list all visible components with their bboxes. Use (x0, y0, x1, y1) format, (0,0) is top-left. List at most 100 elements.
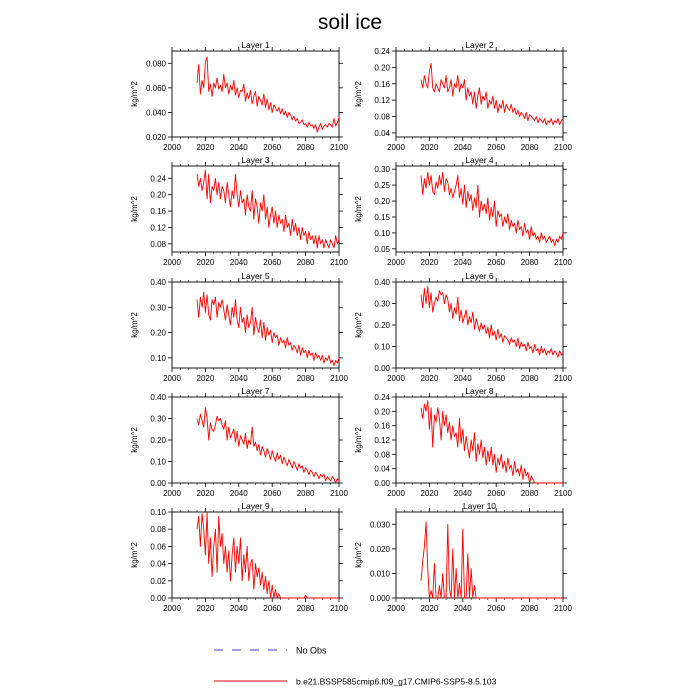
series-line (196, 56, 340, 133)
panel-layer-5: Layer 5 kg/m^2 2000 2020 2040 2060 2080 2100 0.1… (130, 271, 348, 383)
y-axis-label: kg/m^2 (354, 427, 363, 453)
y-tick-label: 0.00 (374, 364, 390, 373)
x-tick-label: 2080 (297, 604, 315, 613)
plot-frame (171, 50, 340, 138)
plot-frame (395, 396, 564, 484)
x-tick-label: 2040 (454, 143, 472, 152)
x-tick-label: 2000 (387, 489, 405, 498)
x-tick-label: 2080 (297, 489, 315, 498)
y-tick-label: 0.30 (374, 300, 390, 309)
y-tick-label: 0.000 (370, 594, 391, 603)
y-axis-label: kg/m^2 (130, 542, 139, 568)
legend: No Obs b.e21.BSSP585cmip6.f09_g17.CMIP6-… (214, 646, 497, 687)
x-tick-label: 2040 (230, 258, 248, 267)
x-tick-label: 2020 (421, 489, 439, 498)
y-axis-label: kg/m^2 (354, 196, 363, 222)
y-tick-label: 0.04 (374, 129, 390, 138)
x-tick-label: 2040 (230, 374, 248, 383)
y-tick-label: 0.16 (374, 80, 390, 89)
panel-title: Layer 7 (241, 386, 270, 396)
y-tick-label: 0.25 (374, 181, 390, 190)
x-tick-label: 2100 (554, 604, 572, 613)
x-tick-label: 2000 (163, 604, 181, 613)
panel-layer-7: Layer 7 kg/m^2 2000 2020 2040 2060 2080 2100 0.0… (130, 386, 348, 498)
y-tick-label: 0.20 (374, 321, 390, 330)
x-tick-label: 2020 (197, 258, 215, 267)
x-tick-label: 2100 (554, 489, 572, 498)
y-axis-label: kg/m^2 (354, 81, 363, 107)
y-tick-label: 0.20 (150, 191, 166, 200)
panel-title: Layer 9 (241, 501, 270, 511)
series-line (420, 171, 564, 247)
panel-title: Layer 1 (241, 40, 270, 50)
y-tick-label: 0.40 (374, 278, 390, 287)
y-axis-label: kg/m^2 (130, 312, 139, 338)
x-tick-label: 2060 (487, 258, 505, 267)
x-tick-label: 2060 (263, 489, 281, 498)
x-tick-label: 2040 (454, 374, 472, 383)
y-tick-label: 0.10 (150, 354, 166, 363)
y-tick-label: 0.40 (150, 278, 166, 287)
y-tick-label: 0.020 (370, 545, 391, 554)
x-tick-label: 2080 (297, 374, 315, 383)
y-tick-label: 0.20 (374, 197, 390, 206)
x-tick-label: 2080 (521, 489, 539, 498)
series-line (196, 512, 339, 599)
x-tick-label: 2040 (454, 258, 472, 267)
y-axis-label: kg/m^2 (130, 196, 139, 222)
series-line (420, 285, 564, 358)
panel-layer-8: Layer 8 kg/m^2 2000 2020 2040 2060 2080 2100 0.0… (354, 386, 572, 498)
x-tick-label: 2000 (387, 258, 405, 267)
x-tick-label: 2100 (330, 604, 348, 613)
y-tick-label: 0.10 (374, 229, 390, 238)
x-tick-label: 2060 (263, 143, 281, 152)
x-tick-label: 2020 (197, 143, 215, 152)
panel-title: Layer 4 (465, 155, 494, 165)
x-tick-label: 2040 (230, 143, 248, 152)
panel-layer-3: Layer 3 kg/m^2 2000 2020 2040 2060 2080 2100 0.0… (130, 155, 348, 267)
y-tick-label: 0.24 (150, 174, 166, 183)
x-tick-label: 2060 (263, 604, 281, 613)
panel-layer-6: Layer 6 kg/m^2 2000 2020 2040 2060 2080 2100 0.0… (354, 271, 572, 383)
panel-layer-9: Layer 9 kg/m^2 2000 2020 2040 2060 2080 2100 0.0… (130, 501, 348, 613)
x-tick-label: 2100 (330, 143, 348, 152)
y-tick-label: 0.06 (150, 542, 166, 551)
y-tick-label: 0.10 (150, 508, 166, 517)
x-tick-label: 2040 (230, 604, 248, 613)
y-tick-label: 0.20 (374, 407, 390, 416)
figure-title: soil ice (318, 11, 382, 34)
panel-grid: Layer 1 kg/m^2 2000 2020 2040 2060 2080 2100 0.0… (130, 40, 572, 613)
y-tick-label: 0.12 (374, 436, 390, 445)
x-tick-label: 2020 (197, 604, 215, 613)
y-tick-label: 0.30 (150, 303, 166, 312)
series-line (420, 400, 563, 484)
y-tick-label: 0.16 (374, 422, 390, 431)
panel-title: Layer 6 (465, 271, 494, 281)
panel-layer-1: Layer 1 kg/m^2 2000 2020 2040 2060 2080 2100 0.0… (130, 40, 348, 152)
x-tick-label: 2000 (387, 143, 405, 152)
x-tick-label: 2100 (554, 143, 572, 152)
x-tick-label: 2060 (263, 258, 281, 267)
x-tick-label: 2000 (163, 258, 181, 267)
y-tick-label: 0.30 (374, 165, 390, 174)
y-axis-label: kg/m^2 (130, 81, 139, 107)
plot-frame (395, 165, 564, 253)
plot-frame (395, 281, 564, 369)
y-tick-label: 0.15 (374, 213, 390, 222)
y-tick-label: 0.080 (146, 59, 167, 68)
x-tick-label: 2080 (521, 143, 539, 152)
y-tick-label: 0.30 (150, 415, 166, 424)
x-tick-label: 2080 (521, 374, 539, 383)
panel-title: Layer 8 (465, 386, 494, 396)
x-tick-label: 2000 (163, 143, 181, 152)
series-line (196, 291, 340, 366)
x-tick-label: 2100 (554, 258, 572, 267)
x-tick-label: 2100 (330, 374, 348, 383)
x-tick-label: 2020 (421, 143, 439, 152)
legend-obs-label: No Obs (296, 646, 327, 656)
series-line (196, 407, 340, 484)
y-axis-label: kg/m^2 (130, 427, 139, 453)
y-axis-label: kg/m^2 (354, 542, 363, 568)
panel-layer-4: Layer 4 kg/m^2 2000 2020 2040 2060 2080 2100 0.0… (354, 155, 572, 267)
y-tick-label: 0.020 (146, 133, 167, 142)
